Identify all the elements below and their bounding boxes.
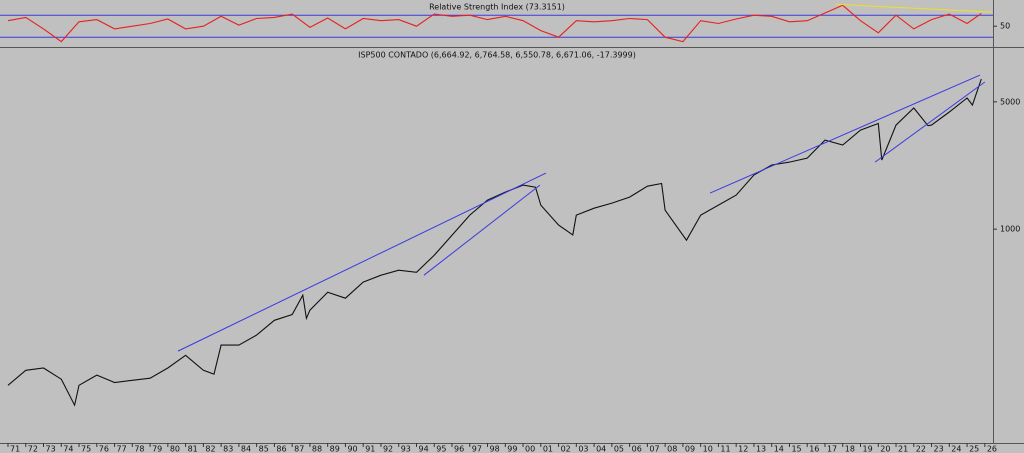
x-tick-label: 01 [543,445,553,453]
x-tick-label: 12 [738,445,748,453]
x-tick-label: 19 [863,445,873,453]
x-tick-label: 81 [188,445,198,453]
trendline [709,74,981,194]
x-tick-label: 16 [809,445,819,453]
x-tick-label: 21 [898,445,908,453]
x-tick-label: 75 [81,445,91,453]
x-tick-label: 14 [774,445,784,453]
y-tick-label: 1000 [1000,225,1020,234]
x-tick-label: 09 [685,445,695,453]
x-tick-label: 71 [10,445,20,453]
x-tick-label: 90 [347,445,357,453]
trendline [177,172,547,352]
x-tick-label: 76 [99,445,109,453]
x-tick-label: 05 [614,445,624,453]
x-tick-label: 03 [578,445,588,453]
rsi-title: Relative Strength Index (73.3151) [429,3,565,12]
x-tick-label: 08 [667,445,677,453]
price-line [7,4,982,43]
x-tick-label: 24 [951,445,961,453]
x-tick-label: 04 [596,445,606,453]
x-tick-label: 82 [205,445,215,453]
x-tick-label: 26 [987,445,997,453]
x-tick-label: 89 [330,445,340,453]
x-tick-label: 84 [241,445,251,453]
x-tick-label: 74 [63,445,73,453]
x-tick-label: 73 [46,445,56,453]
x-tick-label: 97 [472,445,482,453]
price-title: ISP500 CONTADO (6,664.92, 6,764.58, 6,55… [358,51,636,60]
x-tick-label: 06 [632,445,642,453]
trendline [423,184,541,276]
x-tick-label: 99 [507,445,517,453]
x-tick-label: 20 [880,445,890,453]
x-tick-label: 00 [525,445,535,453]
x-tick-label: 22 [916,445,926,453]
x-tick-label: 86 [276,445,286,453]
x-tick-label: 83 [223,445,233,453]
y-tick-label: 50 [1000,22,1010,31]
x-tick-label: 18 [845,445,855,453]
x-tick-label: 88 [312,445,322,453]
x-tick-label: 07 [649,445,659,453]
trendline [835,3,992,13]
x-tick-label: 17 [827,445,837,453]
x-tick-label: 13 [756,445,766,453]
x-tick-label: 85 [259,445,269,453]
x-tick-label: 98 [490,445,500,453]
y-tick-label: 5000 [1000,97,1020,106]
x-tick-label: 87 [294,445,304,453]
x-tick-label: 78 [134,445,144,453]
x-tick-label: 93 [401,445,411,453]
x-tick-label: 10 [703,445,713,453]
x-tick-label: 23 [934,445,944,453]
x-tick-label: 96 [454,445,464,453]
x-tick-label: 25 [969,445,979,453]
x-tick-label: 95 [436,445,446,453]
x-tick-label: 92 [383,445,393,453]
x-tick-label: 11 [720,445,730,453]
x-tick-label: 02 [561,445,571,453]
x-tick-label: 79 [152,445,162,453]
x-tick-label: 72 [28,445,38,453]
x-tick-label: 15 [791,445,801,453]
x-tick-label: 77 [117,445,127,453]
x-tick-label: 94 [418,445,428,453]
x-tick-label: 80 [170,445,180,453]
trendline [874,81,986,163]
x-tick-label: 91 [365,445,375,453]
